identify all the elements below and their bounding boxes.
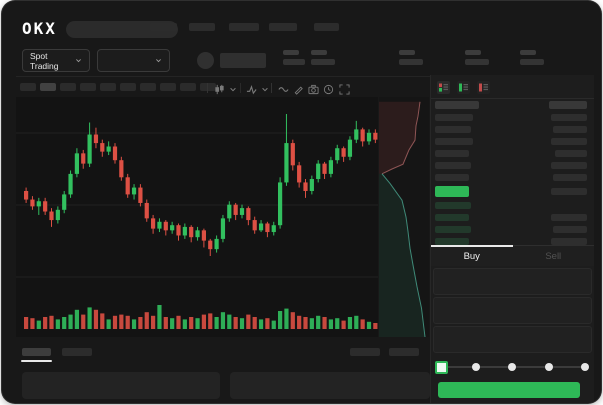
price-placeholder <box>435 101 479 109</box>
tab-buy[interactable]: Buy <box>431 245 513 266</box>
timeframe-button[interactable] <box>180 83 196 91</box>
active-tab-underline <box>21 360 52 362</box>
trade-sidebar: Buy Sell <box>431 75 594 403</box>
slider-handle[interactable] <box>435 361 448 374</box>
tab-sell[interactable]: Sell <box>513 246 595 266</box>
sell-tab-label: Sell <box>545 250 562 262</box>
bottom-tab-active[interactable] <box>22 348 51 356</box>
slider-stop[interactable] <box>508 363 516 371</box>
orderbook-row-ask[interactable] <box>435 138 587 145</box>
order-total-input[interactable] <box>433 326 592 353</box>
price-placeholder <box>435 202 471 209</box>
coin-icon <box>197 52 214 69</box>
pencil-tool-icon[interactable] <box>293 84 304 95</box>
fullscreen-icon[interactable] <box>339 84 350 95</box>
depth-chart[interactable] <box>379 97 429 338</box>
orderbook-row-ask[interactable] <box>435 126 587 133</box>
price-placeholder <box>435 114 473 121</box>
trade-tabs: Buy Sell <box>431 245 594 266</box>
amount-placeholder <box>553 126 587 133</box>
candlestick-chart-icon[interactable] <box>214 84 225 95</box>
price-placeholder <box>435 214 469 221</box>
chevron-down-icon[interactable] <box>261 84 269 95</box>
amount-placeholder <box>551 238 587 245</box>
price-placeholder <box>435 238 469 245</box>
timeframe-button[interactable] <box>40 83 56 91</box>
market-type-label: Spot Trading <box>30 50 59 71</box>
orderbook-row-ask[interactable] <box>435 150 587 157</box>
price-placeholder <box>435 126 471 133</box>
nav-item-placeholder[interactable] <box>150 23 177 31</box>
orderbook-row-ask[interactable] <box>435 114 587 121</box>
buy-tab-label: Buy <box>463 251 480 262</box>
amount-placeholder <box>551 214 587 221</box>
amount-placeholder <box>551 114 587 121</box>
clock-icon[interactable] <box>323 84 334 95</box>
orderbook-asks-icon[interactable] <box>477 81 490 94</box>
timeframe-button[interactable] <box>160 83 176 91</box>
orderbook-row-bid[interactable] <box>435 238 587 245</box>
chevron-down-icon <box>76 59 81 63</box>
price-placeholder <box>435 138 473 145</box>
amount-placeholder <box>553 174 587 181</box>
price-placeholder <box>435 226 471 233</box>
slider-stop[interactable] <box>544 363 553 371</box>
bottom-panel <box>230 372 430 399</box>
nav-item-placeholder[interactable] <box>229 23 259 31</box>
orderbook-row-ask[interactable] <box>435 174 587 181</box>
order-price-input[interactable] <box>433 268 592 295</box>
timeframe-button[interactable] <box>60 83 76 91</box>
slider-stop[interactable] <box>471 363 480 371</box>
orderbook-row-bid[interactable] <box>435 214 587 221</box>
price-placeholder <box>435 162 471 169</box>
timeframe-button[interactable] <box>80 83 96 91</box>
nav-item-placeholder[interactable] <box>269 23 297 31</box>
orderbook <box>435 101 587 250</box>
timeframe-button[interactable] <box>200 83 216 91</box>
slider-stop[interactable] <box>581 363 589 371</box>
bottom-tab[interactable] <box>62 348 92 356</box>
orderbook-bids-icon[interactable] <box>457 81 470 94</box>
okx-logo: OKX <box>22 19 57 38</box>
chevron-down-icon <box>156 59 161 63</box>
bottom-action-placeholder[interactable] <box>350 348 380 356</box>
pair-name-placeholder <box>220 53 266 68</box>
bottom-panel <box>22 372 220 399</box>
wave-tool-icon[interactable] <box>278 84 289 95</box>
timeframe-button[interactable] <box>20 83 36 91</box>
price-placeholder <box>435 174 469 181</box>
price-chart[interactable] <box>16 97 378 337</box>
orderbook-row-bid[interactable] <box>435 226 587 233</box>
order-amount-input[interactable] <box>433 297 592 324</box>
market-type-selector[interactable]: Spot Trading <box>22 49 90 72</box>
buy-submit-button[interactable] <box>438 382 580 398</box>
timeframe-button[interactable] <box>140 83 156 91</box>
timeframe-button-row <box>20 83 216 91</box>
orderbook-row-ask[interactable] <box>435 162 587 169</box>
last-price-bar <box>435 186 469 197</box>
amount-slider[interactable] <box>433 359 592 375</box>
orderbook-row-bid[interactable] <box>435 202 587 209</box>
chevron-down-icon[interactable] <box>229 84 237 95</box>
amount-placeholder <box>549 101 587 109</box>
amount-placeholder <box>551 138 587 145</box>
price-placeholder <box>435 150 469 157</box>
pair-selector-dropdown[interactable] <box>97 49 170 72</box>
nav-item-placeholder[interactable] <box>189 23 215 31</box>
orderbook-combined-icon[interactable] <box>437 81 450 94</box>
amount-placeholder <box>555 150 587 157</box>
camera-icon[interactable] <box>308 84 319 95</box>
amount-placeholder <box>551 188 587 195</box>
indicators-icon[interactable] <box>246 84 257 95</box>
amount-placeholder <box>553 226 587 233</box>
timeframe-button[interactable] <box>100 83 116 91</box>
timeframe-button[interactable] <box>120 83 136 91</box>
bottom-action-placeholder[interactable] <box>389 348 419 356</box>
orderbook-row-price[interactable] <box>435 186 587 197</box>
orderbook-row-header <box>435 101 587 109</box>
amount-placeholder <box>551 162 587 169</box>
nav-item-placeholder[interactable] <box>314 23 339 31</box>
